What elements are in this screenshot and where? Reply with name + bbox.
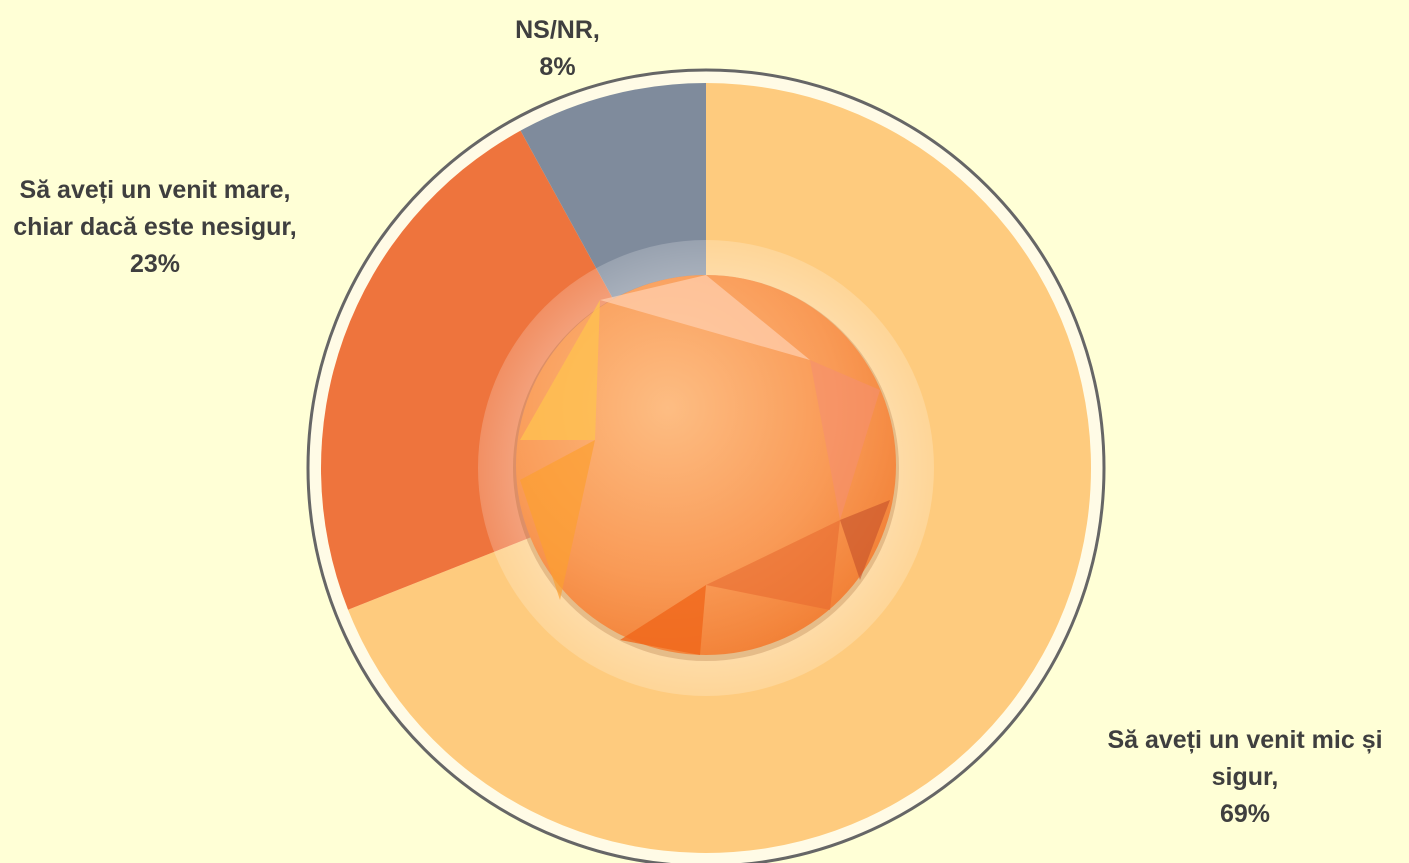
value-label: 8% [539, 53, 576, 81]
decoration [478, 240, 934, 696]
category-label: NS/NR, [515, 16, 600, 44]
slice-label: Să aveți un venit mic și sigur, 69% [1075, 722, 1409, 833]
category-label: Să aveți un venit mic și sigur, [1107, 726, 1383, 791]
slice-label: Să aveți un venit mare, chiar dacă este … [0, 172, 310, 283]
slice-label: NS/NR, 8% [470, 12, 645, 86]
value-label: 69% [1219, 800, 1271, 828]
value-label: 23% [129, 250, 181, 278]
category-label: Să aveți un venit mare, chiar dacă este … [13, 176, 297, 241]
